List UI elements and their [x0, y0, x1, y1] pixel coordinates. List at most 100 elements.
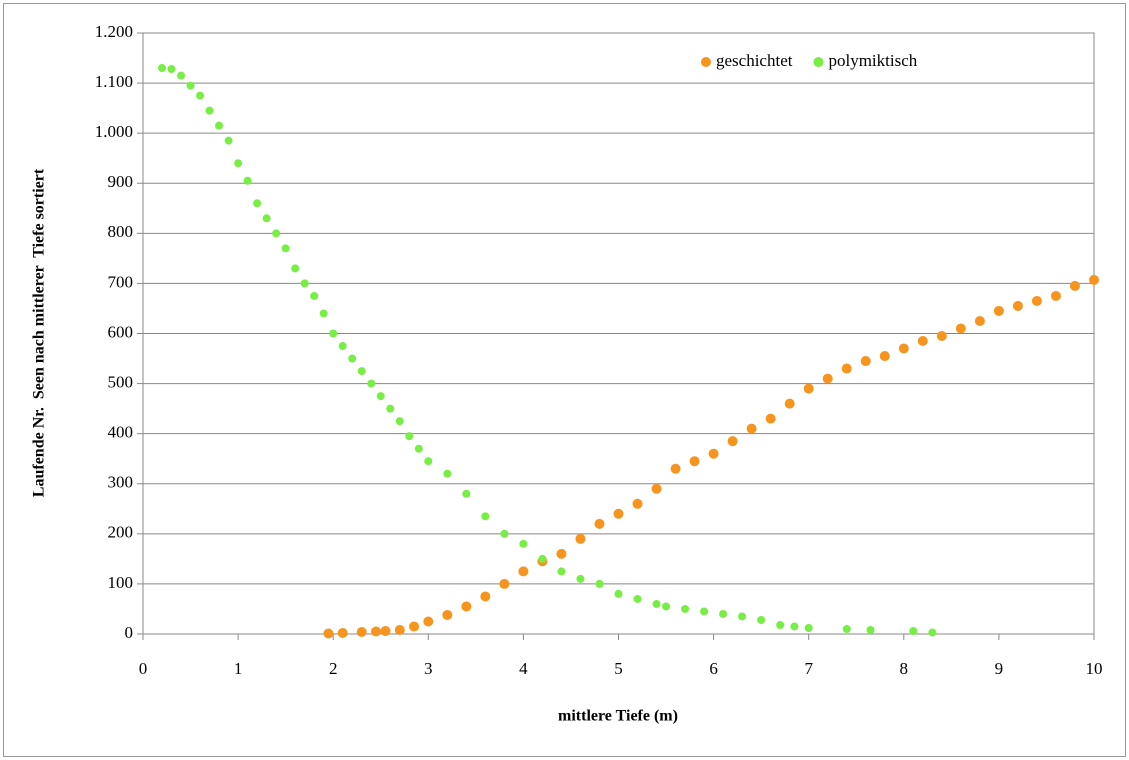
point: [380, 625, 391, 636]
point: [243, 176, 252, 185]
point: [500, 529, 509, 538]
point: [776, 620, 785, 629]
point: [186, 81, 195, 90]
point: [670, 463, 681, 474]
x-tick-label: 3: [424, 659, 433, 678]
point: [879, 351, 890, 362]
y-tick-label: 1.100: [95, 72, 133, 91]
point: [319, 309, 328, 318]
point: [499, 578, 510, 589]
legend-label: geschichtet: [716, 51, 793, 70]
point: [790, 622, 799, 631]
y-tick-label: 900: [108, 172, 134, 191]
x-tick-label: 10: [1086, 659, 1103, 678]
point: [205, 106, 214, 115]
y-tick-label: 700: [108, 272, 134, 291]
x-tick-label: 2: [329, 659, 338, 678]
point: [765, 413, 776, 424]
point: [196, 91, 205, 100]
point: [557, 567, 566, 576]
point: [224, 136, 233, 145]
point: [386, 404, 395, 413]
legend-label: polymiktisch: [828, 51, 917, 70]
y-tick-label: 1.000: [95, 122, 133, 141]
point: [405, 432, 414, 441]
point: [594, 518, 605, 529]
point: [461, 601, 472, 612]
point: [234, 159, 243, 168]
x-tick-label: 4: [519, 659, 528, 678]
point: [652, 599, 661, 608]
x-tick-label: 9: [995, 659, 1004, 678]
point: [442, 609, 453, 620]
x-tick-label: 5: [614, 659, 623, 678]
point: [177, 71, 186, 80]
point: [928, 628, 937, 637]
x-tick-label: 6: [709, 659, 718, 678]
point: [614, 589, 623, 598]
point: [974, 315, 985, 326]
point: [651, 483, 662, 494]
point: [613, 508, 624, 519]
point: [423, 616, 434, 627]
point: [272, 229, 281, 238]
point: [993, 305, 1004, 316]
point: [1050, 290, 1061, 301]
y-tick-label: 400: [108, 423, 134, 442]
point: [262, 214, 271, 223]
point: [662, 602, 671, 611]
point: [253, 199, 262, 208]
point: [348, 354, 357, 363]
point: [300, 279, 309, 288]
point: [414, 444, 423, 453]
point: [689, 456, 700, 467]
point: [860, 356, 871, 367]
x-tick-label: 0: [139, 659, 148, 678]
point: [681, 604, 690, 613]
point: [757, 615, 766, 624]
point: [917, 336, 928, 347]
y-tick-label: 1.200: [95, 22, 133, 41]
point: [323, 628, 334, 639]
point: [370, 626, 381, 637]
point: [738, 612, 747, 621]
point: [281, 244, 290, 253]
point: [955, 323, 966, 334]
point: [866, 625, 875, 634]
point: [700, 607, 709, 616]
y-tick-label: 500: [108, 372, 134, 391]
point: [1012, 300, 1023, 311]
point: [376, 392, 385, 401]
point: [556, 548, 567, 559]
point: [822, 373, 833, 384]
point: [576, 574, 585, 583]
plot-frame: [142, 32, 1095, 635]
y-tick-label: 200: [108, 523, 134, 542]
legend-marker: [813, 57, 824, 67]
point: [291, 264, 300, 273]
point: [804, 623, 813, 632]
point: [409, 621, 420, 632]
point: [367, 379, 376, 388]
point: [338, 342, 347, 351]
x-axis-label: mittlere Tiefe (m): [558, 708, 678, 725]
point: [462, 489, 471, 498]
point: [519, 539, 528, 548]
point: [727, 436, 738, 447]
x-tick-label: 7: [804, 659, 813, 678]
point: [443, 469, 452, 478]
point: [538, 554, 547, 563]
legend-marker: [701, 57, 711, 67]
point: [633, 594, 642, 603]
point: [518, 566, 529, 577]
y-tick-label: 800: [108, 222, 134, 241]
point: [746, 423, 757, 434]
point: [357, 367, 366, 376]
y-tick-label: 100: [108, 573, 134, 592]
point: [803, 383, 814, 394]
point: [1089, 274, 1099, 285]
point: [842, 624, 851, 633]
point: [167, 65, 176, 74]
x-tick-label: 8: [900, 659, 909, 678]
